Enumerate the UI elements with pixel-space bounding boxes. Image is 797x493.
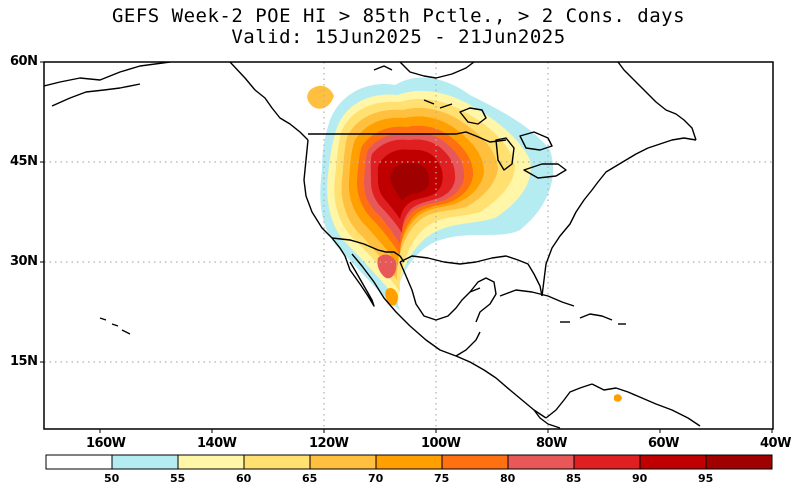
hudson-bay bbox=[399, 62, 475, 79]
map-gridlines bbox=[44, 62, 773, 429]
lon-label-60w: 60W bbox=[648, 436, 679, 451]
alaska-coast bbox=[44, 62, 171, 107]
us-canada-border bbox=[308, 131, 507, 143]
colorbar-swatch-1 bbox=[111, 454, 179, 470]
colorbar-label-90: 90 bbox=[632, 472, 648, 485]
lon-label-160w: 160W bbox=[86, 436, 126, 451]
us-east-coast bbox=[541, 137, 697, 297]
colorbar-swatch-5 bbox=[375, 454, 443, 470]
prob-region-texas bbox=[377, 254, 397, 279]
colorbar-label-60: 60 bbox=[236, 472, 252, 485]
colorbar-swatch-6 bbox=[441, 454, 509, 470]
map-plot-area bbox=[44, 62, 773, 429]
colorbar-swatch-9 bbox=[639, 454, 707, 470]
islands-north bbox=[373, 65, 453, 109]
map-title-line1: GEFS Week-2 POE HI > 85th Pctle., > 2 Co… bbox=[111, 5, 686, 27]
colorbar-label-70: 70 bbox=[368, 472, 384, 485]
lon-label-100w: 100W bbox=[421, 436, 461, 451]
hawaii bbox=[99, 317, 131, 335]
baja-california bbox=[344, 255, 375, 307]
colorbar-label-95: 95 bbox=[698, 472, 714, 485]
central-america bbox=[533, 383, 593, 429]
lat-label-60n: 60N bbox=[10, 54, 38, 69]
colorbar-swatch-10 bbox=[705, 454, 773, 470]
prob-region-caribbean bbox=[614, 394, 622, 402]
national-borders bbox=[308, 131, 507, 357]
colorbar-label-50: 50 bbox=[104, 472, 120, 485]
prob-region-99 bbox=[390, 162, 430, 201]
prob-region-mexico bbox=[385, 288, 398, 306]
colorbar-swatch-4 bbox=[309, 454, 377, 470]
lon-label-140w: 140W bbox=[197, 436, 237, 451]
lon-label-120w: 120W bbox=[309, 436, 349, 451]
colorbar-label-65: 65 bbox=[302, 472, 318, 485]
colorbar-label-55: 55 bbox=[170, 472, 186, 485]
colorbar-swatch-7 bbox=[507, 454, 575, 470]
colorbar-label-85: 85 bbox=[566, 472, 582, 485]
lon-label-40w: 40W bbox=[760, 436, 791, 451]
colorbar-swatch-2 bbox=[177, 454, 245, 470]
map-frame bbox=[43, 61, 774, 430]
axis-ticks bbox=[40, 61, 773, 433]
canada-west-coast bbox=[229, 62, 309, 141]
cuba bbox=[499, 289, 575, 307]
us-mexico-border bbox=[331, 237, 405, 263]
coastlines bbox=[44, 62, 701, 429]
great-lakes bbox=[459, 107, 567, 179]
lat-label-15n: 15N bbox=[10, 354, 38, 369]
lat-label-30n: 30N bbox=[10, 254, 38, 269]
lon-label-80w: 80W bbox=[536, 436, 567, 451]
colorbar-swatch-8 bbox=[573, 454, 641, 470]
prob-region-northwest bbox=[307, 85, 334, 109]
yucatan bbox=[469, 277, 497, 323]
map-title-line2: Valid: 15Jun2025 - 21Jun2025 bbox=[231, 26, 566, 48]
canada-east-coast bbox=[617, 62, 697, 141]
south-america-north bbox=[591, 383, 701, 427]
colorbar-swatch-3 bbox=[243, 454, 311, 470]
probability-shading bbox=[307, 77, 622, 402]
colorbar-label-75: 75 bbox=[434, 472, 450, 485]
us-west-coast bbox=[303, 139, 346, 257]
hispaniola bbox=[579, 313, 613, 321]
colorbar-label-80: 80 bbox=[500, 472, 516, 485]
colorbar-swatch-0 bbox=[45, 454, 113, 470]
mexico-pacific-coast bbox=[351, 253, 547, 419]
colorbar bbox=[45, 454, 773, 470]
mexico-guatemala-border bbox=[455, 331, 481, 357]
lat-label-45n: 45N bbox=[10, 154, 38, 169]
gulf-coast bbox=[399, 255, 543, 321]
